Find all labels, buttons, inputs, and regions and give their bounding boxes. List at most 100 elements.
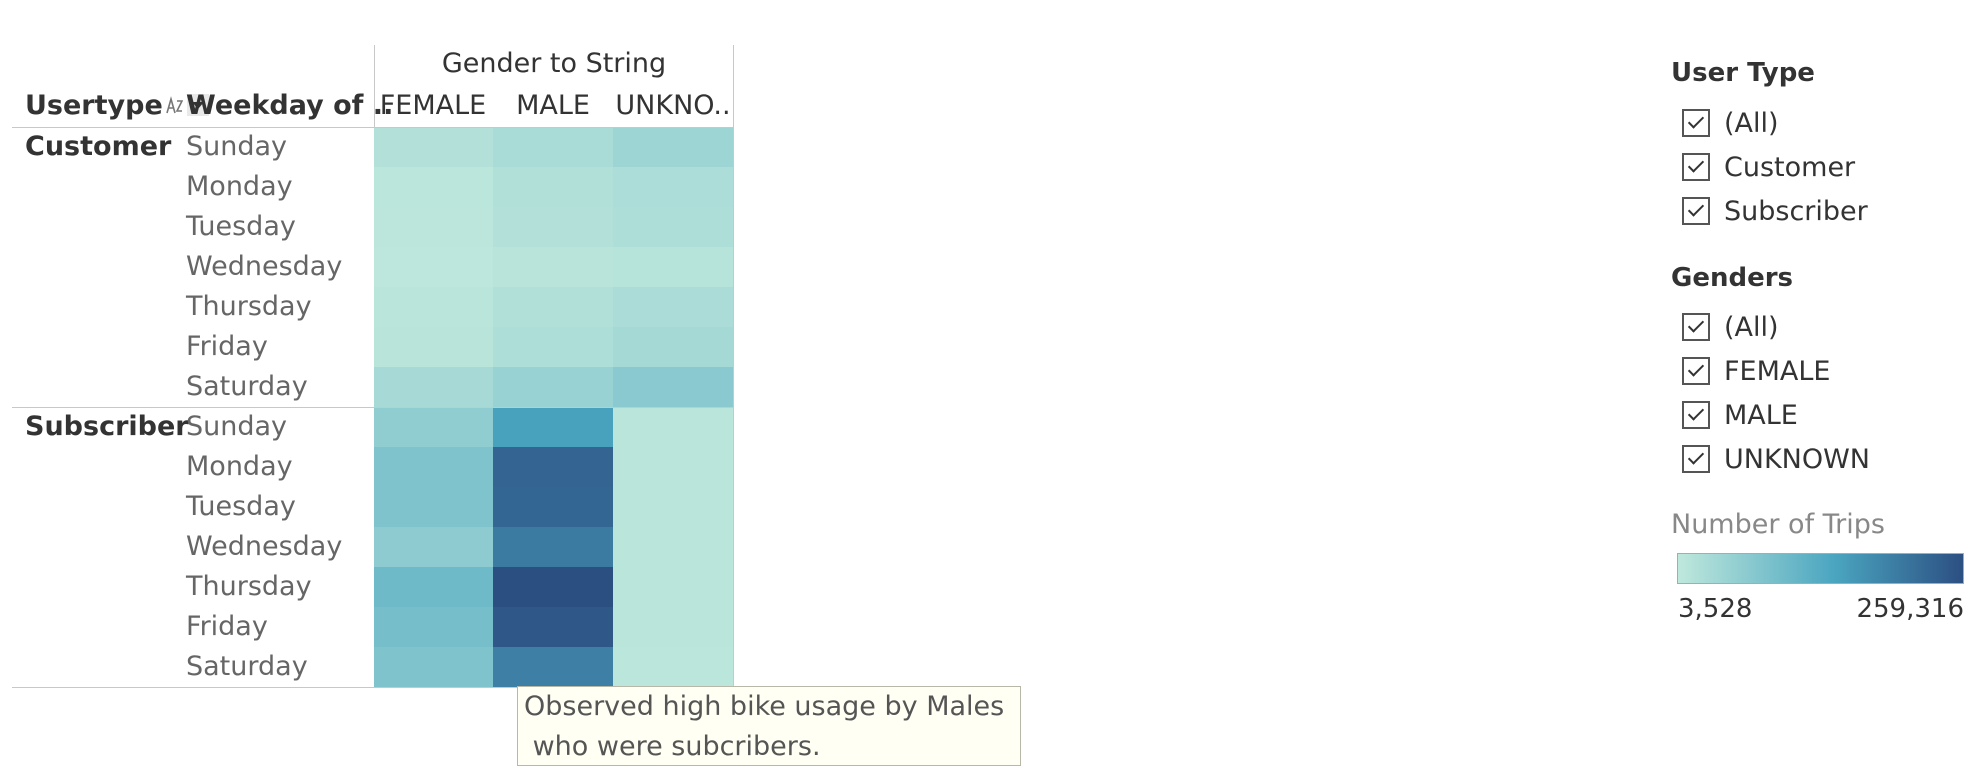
usertype-header-label: Usertype <box>25 90 163 121</box>
heatmap-cell[interactable] <box>493 287 613 327</box>
heatmap-cell[interactable] <box>493 408 613 447</box>
row-label-day: Monday <box>186 451 293 482</box>
heatmap-cell[interactable] <box>374 647 493 687</box>
heatmap-cell[interactable] <box>493 167 613 207</box>
heatmap-cell[interactable] <box>493 607 613 647</box>
color-legend-bar <box>1677 553 1964 584</box>
checkbox-checked-icon[interactable] <box>1682 109 1710 137</box>
row-label-day: Thursday <box>186 571 312 602</box>
heatmap-cell[interactable] <box>374 408 493 447</box>
filter-option-label: Customer <box>1724 151 1856 183</box>
column-header-unkno[interactable]: UNKNO.. <box>615 90 731 121</box>
chevron-down-icon[interactable] <box>186 94 209 116</box>
heatmap-cell[interactable] <box>613 647 733 687</box>
heatmap-cell[interactable] <box>613 247 733 287</box>
annotation-tooltip: Observed high bike usage by Males who we… <box>517 686 1021 766</box>
heatmap-cell[interactable] <box>374 327 493 367</box>
heatmap-cell[interactable] <box>493 447 613 487</box>
group-divider <box>12 407 734 408</box>
heatmap-cell[interactable] <box>374 167 493 207</box>
filter-option-label: MALE <box>1724 399 1798 431</box>
row-label-day: Sunday <box>186 131 288 162</box>
heatmap-cell[interactable] <box>493 647 613 687</box>
filter-option-label: (All) <box>1724 311 1779 343</box>
filter-title-genders: Genders <box>1671 263 1794 293</box>
heatmap-cell[interactable] <box>493 367 613 407</box>
filter-option-label: Subscriber <box>1724 195 1868 227</box>
heatmap-cell[interactable] <box>493 527 613 567</box>
heatmap-cell[interactable] <box>493 247 613 287</box>
heatmap-cell[interactable] <box>374 247 493 287</box>
heatmap-cell[interactable] <box>613 128 733 167</box>
row-label-day: Tuesday <box>186 491 296 522</box>
heatmap-cell[interactable] <box>613 607 733 647</box>
heatmap-cell[interactable] <box>374 367 493 407</box>
filter-option[interactable]: MALE <box>1682 398 1798 432</box>
heatmap-cell[interactable] <box>613 567 733 607</box>
row-label-day: Saturday <box>186 651 308 682</box>
heatmap-cell[interactable] <box>374 487 493 527</box>
column-group-title: Gender to String <box>441 48 667 79</box>
filter-option[interactable]: UNKNOWN <box>1682 442 1870 476</box>
heatmap-cell[interactable] <box>493 487 613 527</box>
heatmap-cell[interactable] <box>613 487 733 527</box>
heatmap-cell[interactable] <box>613 527 733 567</box>
checkbox-checked-icon[interactable] <box>1682 445 1710 473</box>
heatmap-cell[interactable] <box>613 327 733 367</box>
filter-option-label: FEMALE <box>1724 355 1831 387</box>
heatmap-cell[interactable] <box>493 207 613 247</box>
usertype-header[interactable]: Usertype <box>25 90 209 121</box>
table-right-border <box>733 127 734 687</box>
header-left-border <box>374 45 375 127</box>
row-label-day: Saturday <box>186 371 308 402</box>
heatmap-cell[interactable] <box>374 128 493 167</box>
heatmap-cell[interactable] <box>613 408 733 447</box>
row-label-day: Friday <box>186 611 268 642</box>
weekday-header[interactable]: Weekday of .. <box>186 90 394 121</box>
group-label-customer: Customer <box>25 131 172 162</box>
heatmap-cell[interactable] <box>374 207 493 247</box>
filter-option[interactable]: FEMALE <box>1682 354 1830 388</box>
row-label-day: Friday <box>186 331 268 362</box>
group-label-subscriber: Subscriber <box>25 411 189 442</box>
filter-option[interactable]: Subscriber <box>1682 194 1868 228</box>
heatmap-cell[interactable] <box>374 287 493 327</box>
row-label-day: Thursday <box>186 291 312 322</box>
row-label-day: Sunday <box>186 411 288 442</box>
heatmap-cell[interactable] <box>613 447 733 487</box>
legend-min-label: 3,528 <box>1678 594 1753 624</box>
filter-option-label: (All) <box>1724 107 1779 139</box>
row-label-day: Tuesday <box>186 211 296 242</box>
heatmap-cell[interactable] <box>613 367 733 407</box>
checkbox-checked-icon[interactable] <box>1682 313 1710 341</box>
heatmap-cell[interactable] <box>493 567 613 607</box>
heatmap-cell[interactable] <box>374 447 493 487</box>
checkbox-checked-icon[interactable] <box>1682 197 1710 225</box>
legend-title: Number of Trips <box>1671 509 1885 540</box>
checkbox-checked-icon[interactable] <box>1682 401 1710 429</box>
header-bottom-line <box>12 127 734 128</box>
heatmap-cell[interactable] <box>374 567 493 607</box>
checkbox-checked-icon[interactable] <box>1682 357 1710 385</box>
checkbox-checked-icon[interactable] <box>1682 153 1710 181</box>
filter-option[interactable]: (All) <box>1682 310 1779 344</box>
header-right-border <box>733 45 734 127</box>
row-label-day: Wednesday <box>186 531 343 562</box>
heatmap-cell[interactable] <box>493 128 613 167</box>
table-bottom-line <box>12 687 734 688</box>
filter-option[interactable]: Customer <box>1682 150 1855 184</box>
column-header-female[interactable]: FEMALE <box>379 90 487 121</box>
legend-max-label: 259,316 <box>1856 594 1964 624</box>
filter-option[interactable]: (All) <box>1682 106 1779 140</box>
sort-icon[interactable] <box>165 93 184 115</box>
heatmap-cell[interactable] <box>374 607 493 647</box>
row-label-day: Monday <box>186 171 293 202</box>
heatmap-cell[interactable] <box>613 167 733 207</box>
heatmap-cell[interactable] <box>613 207 733 247</box>
row-label-day: Wednesday <box>186 251 343 282</box>
column-header-male[interactable]: MALE <box>516 90 590 121</box>
heatmap-cell[interactable] <box>613 287 733 327</box>
heatmap-cell[interactable] <box>374 527 493 567</box>
filter-title-user-type: User Type <box>1671 58 1815 88</box>
heatmap-cell[interactable] <box>493 327 613 367</box>
